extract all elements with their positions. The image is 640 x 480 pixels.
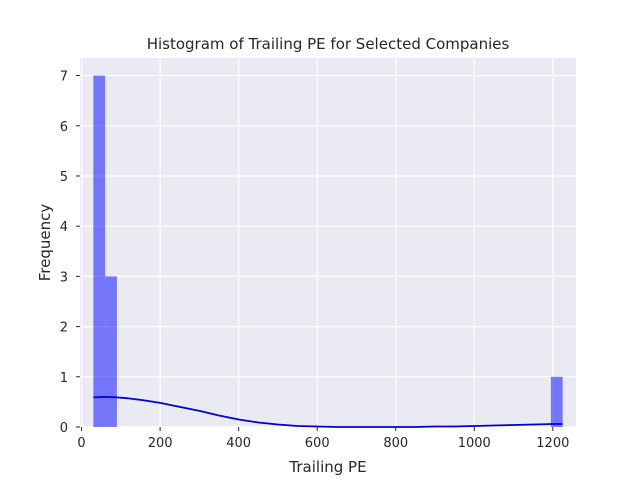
x-tick-label: 600 <box>305 436 330 451</box>
y-tick-label: 6 <box>60 120 68 135</box>
x-axis-label: Trailing PE <box>288 458 366 476</box>
x-tick-label: 200 <box>148 436 173 451</box>
x-tick-label: 400 <box>226 436 251 451</box>
bars <box>93 75 563 428</box>
y-tick-label: 3 <box>60 270 68 285</box>
y-tick-label: 5 <box>60 170 68 185</box>
x-tick-label: 1000 <box>458 436 491 451</box>
x-axis-ticks: 0 200 400 600 800 1000 1200 <box>77 427 569 451</box>
y-axis-ticks: 0 1 2 3 4 5 6 7 <box>60 70 80 436</box>
y-tick-label: 4 <box>60 220 68 235</box>
y-tick-label: 0 <box>60 421 68 436</box>
x-tick-label: 1200 <box>536 436 569 451</box>
y-tick-label: 1 <box>60 371 68 386</box>
plot-area <box>80 58 576 427</box>
chart-title: Histogram of Trailing PE for Selected Co… <box>147 35 510 53</box>
grid <box>80 58 576 428</box>
x-tick-label: 800 <box>383 436 408 451</box>
y-tick-label: 7 <box>60 70 68 85</box>
histogram-bar <box>550 376 563 427</box>
x-tick-label: 0 <box>77 436 85 451</box>
histogram-bar <box>105 276 117 427</box>
y-tick-label: 2 <box>60 321 68 336</box>
kde-line <box>93 395 563 428</box>
histogram-bar <box>93 75 106 428</box>
y-axis-label: Frequency <box>36 204 54 282</box>
